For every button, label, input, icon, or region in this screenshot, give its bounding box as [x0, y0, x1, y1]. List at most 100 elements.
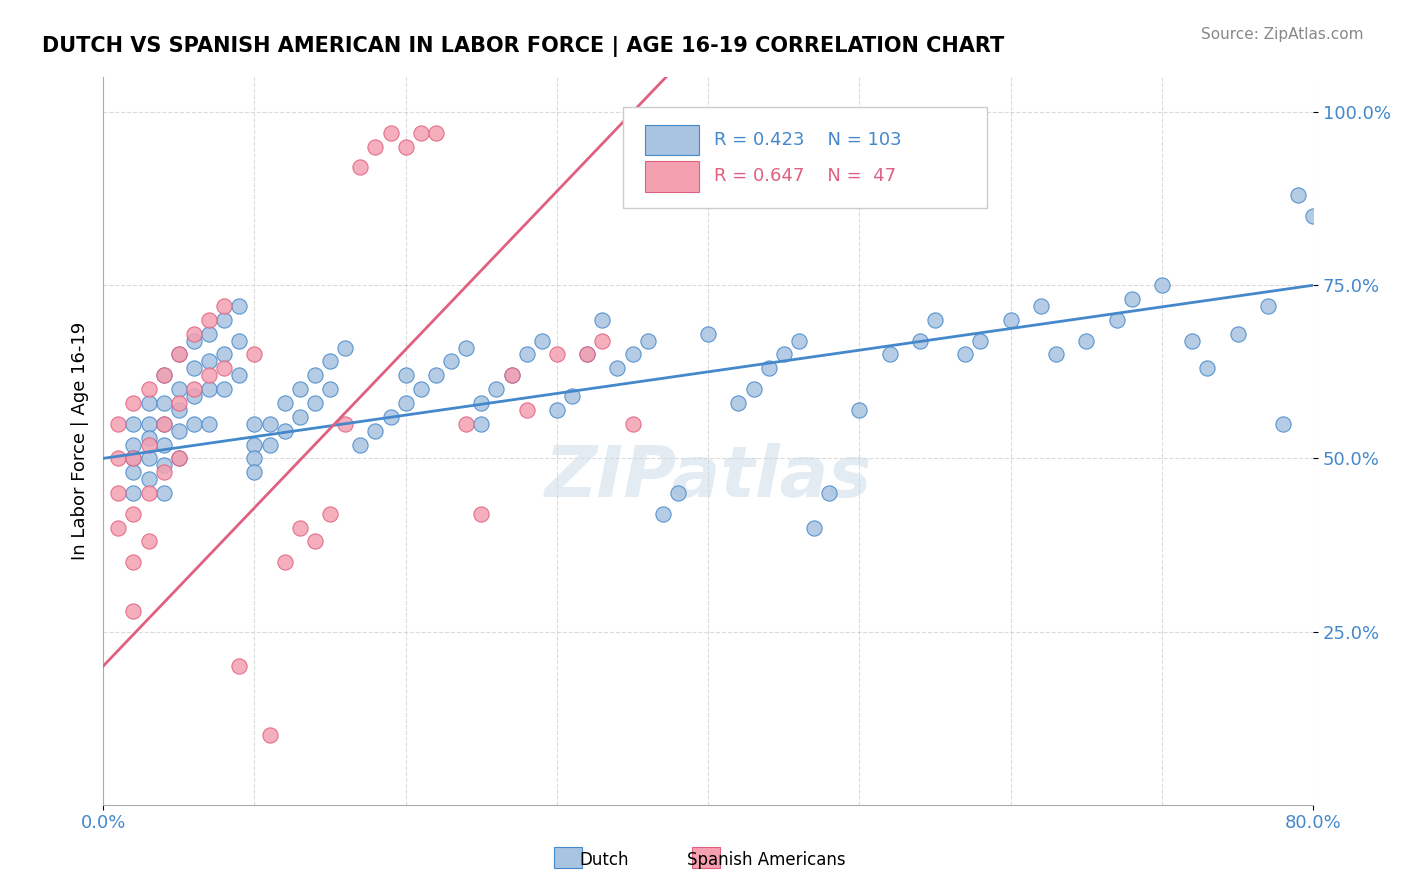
Text: Source: ZipAtlas.com: Source: ZipAtlas.com	[1201, 27, 1364, 42]
Point	[1181, 334, 1204, 348]
Point	[167, 424, 190, 438]
Text: ZIPatlas: ZIPatlas	[544, 443, 872, 512]
Point	[409, 126, 432, 140]
Point	[198, 326, 221, 341]
Point	[122, 437, 145, 451]
Point	[198, 382, 221, 396]
Point	[908, 334, 931, 348]
Point	[273, 396, 295, 410]
Text: R = 0.423    N = 103: R = 0.423 N = 103	[714, 131, 901, 149]
Point	[425, 126, 447, 140]
Point	[470, 396, 492, 410]
Point	[395, 396, 418, 410]
Point	[333, 417, 356, 431]
Point	[273, 555, 295, 569]
Point	[183, 361, 205, 376]
Point	[259, 437, 281, 451]
Point	[122, 604, 145, 618]
Point	[138, 451, 160, 466]
Point	[425, 368, 447, 383]
FancyBboxPatch shape	[645, 125, 699, 155]
Point	[1302, 209, 1324, 223]
Point	[516, 403, 538, 417]
Point	[924, 313, 946, 327]
Point	[546, 347, 568, 361]
Point	[152, 486, 174, 500]
Point	[243, 347, 266, 361]
Point	[456, 341, 478, 355]
Point	[879, 347, 901, 361]
Point	[304, 368, 326, 383]
Point	[138, 382, 160, 396]
Point	[576, 347, 599, 361]
Text: DUTCH VS SPANISH AMERICAN IN LABOR FORCE | AGE 16-19 CORRELATION CHART: DUTCH VS SPANISH AMERICAN IN LABOR FORCE…	[42, 36, 1004, 57]
Point	[1105, 313, 1128, 327]
Point	[697, 326, 720, 341]
Point	[742, 382, 765, 396]
Point	[212, 382, 235, 396]
Point	[198, 313, 221, 327]
Point	[167, 396, 190, 410]
Point	[259, 728, 281, 742]
Point	[319, 382, 342, 396]
Point	[212, 299, 235, 313]
Point	[621, 347, 644, 361]
Point	[803, 521, 825, 535]
Point	[288, 382, 311, 396]
Point	[1045, 347, 1067, 361]
Point	[122, 555, 145, 569]
Point	[1197, 361, 1219, 376]
Point	[138, 534, 160, 549]
Point	[138, 437, 160, 451]
Point	[138, 431, 160, 445]
Point	[576, 347, 599, 361]
Point	[1076, 334, 1098, 348]
Point	[395, 139, 418, 153]
Point	[138, 396, 160, 410]
Point	[167, 451, 190, 466]
Point	[319, 354, 342, 368]
Point	[243, 451, 266, 466]
Point	[152, 417, 174, 431]
Point	[228, 334, 250, 348]
Point	[273, 424, 295, 438]
Point	[183, 417, 205, 431]
Point	[440, 354, 463, 368]
Point	[637, 334, 659, 348]
Point	[152, 396, 174, 410]
Point	[349, 437, 371, 451]
Point	[1000, 313, 1022, 327]
Point	[212, 347, 235, 361]
Point	[787, 334, 810, 348]
Point	[107, 486, 129, 500]
Point	[167, 347, 190, 361]
Point	[1272, 417, 1295, 431]
Point	[122, 417, 145, 431]
Point	[228, 659, 250, 673]
Point	[107, 521, 129, 535]
Point	[606, 361, 628, 376]
FancyBboxPatch shape	[623, 106, 987, 209]
Point	[167, 347, 190, 361]
Y-axis label: In Labor Force | Age 16-19: In Labor Force | Age 16-19	[72, 322, 89, 560]
Point	[243, 437, 266, 451]
Point	[152, 465, 174, 479]
Point	[727, 396, 749, 410]
Point	[758, 361, 780, 376]
Point	[152, 458, 174, 473]
Point	[470, 507, 492, 521]
FancyBboxPatch shape	[645, 161, 699, 192]
Point	[591, 334, 613, 348]
Point	[304, 534, 326, 549]
Point	[772, 347, 794, 361]
Point	[288, 521, 311, 535]
Point	[138, 472, 160, 486]
Point	[561, 389, 583, 403]
Point	[122, 486, 145, 500]
Point	[198, 368, 221, 383]
Point	[955, 347, 977, 361]
Point	[152, 368, 174, 383]
Point	[1257, 299, 1279, 313]
Point	[485, 382, 508, 396]
Point	[198, 354, 221, 368]
